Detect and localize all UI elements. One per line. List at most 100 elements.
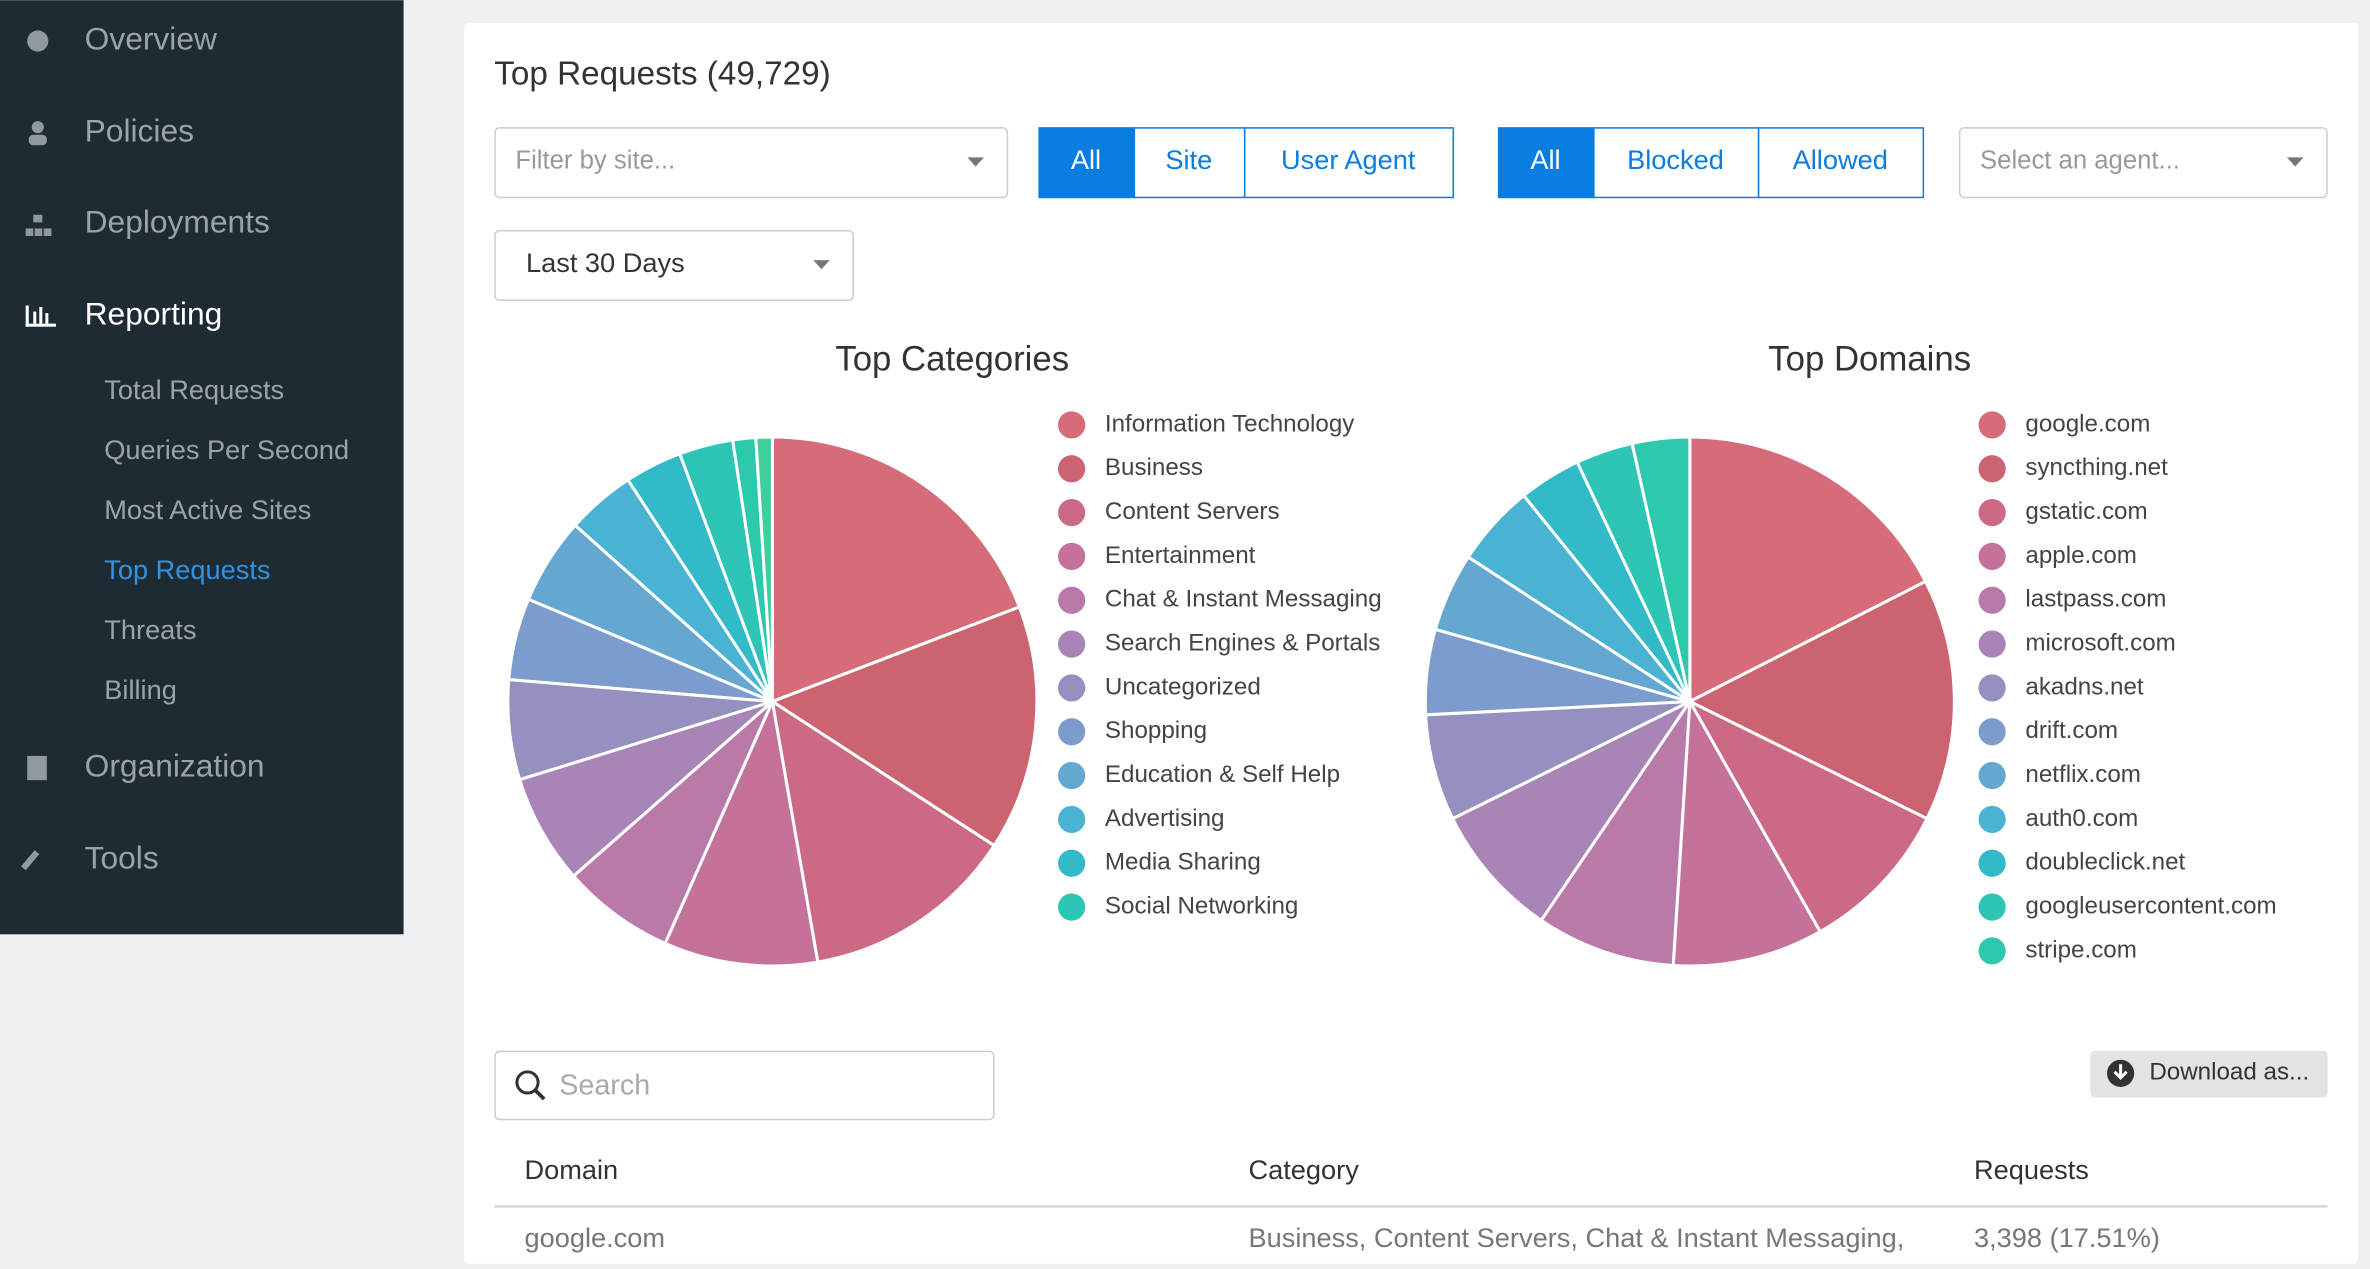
pie-slice xyxy=(1686,697,1930,934)
toggle-label: Site xyxy=(1165,144,1212,175)
pie-slice xyxy=(1539,696,1692,968)
toggle-button[interactable] xyxy=(1133,127,1246,199)
nav-item[interactable]: Overview xyxy=(85,20,217,56)
nav-item[interactable]: Deployments xyxy=(85,203,270,239)
legend-swatch xyxy=(1058,805,1086,834)
legend-swatch xyxy=(1978,498,2006,527)
nav-subitem[interactable]: Queries Per Second xyxy=(104,434,349,465)
range-value: Last 30 Days xyxy=(526,247,685,278)
nav-item[interactable]: Tools xyxy=(85,840,159,876)
legend-swatch xyxy=(1058,498,1086,527)
caret xyxy=(2286,157,2304,167)
legend-swatch xyxy=(1978,937,2006,965)
toggle-button[interactable] xyxy=(1593,127,1760,199)
column-header: Category xyxy=(1248,1154,1359,1185)
caret xyxy=(813,260,830,270)
placeholder: Search xyxy=(559,1070,650,1102)
toggle-label: Blocked xyxy=(1627,144,1724,175)
legend-label: Search Engines & Portals xyxy=(1105,629,1380,656)
legend-swatch xyxy=(1978,718,2006,746)
toggle-label: All xyxy=(1071,144,1101,175)
pie-slice xyxy=(769,605,1039,848)
reporting-icon xyxy=(25,305,56,327)
legend-label: Content Servers xyxy=(1105,498,1280,525)
legend-swatch xyxy=(1978,411,2006,439)
agent-select[interactable] xyxy=(1958,127,2328,199)
legend-swatch xyxy=(1058,411,1086,439)
legend-label: Media Sharing xyxy=(1105,849,1261,876)
legend-label: stripe.com xyxy=(2025,936,2136,963)
legend-swatch xyxy=(1058,849,1086,877)
legend-label: Information Technology xyxy=(1105,410,1355,437)
toggle-label: User Agent xyxy=(1281,144,1416,175)
range-select[interactable] xyxy=(494,229,854,301)
download-button[interactable] xyxy=(2090,1050,2328,1098)
legend-swatch xyxy=(1058,542,1086,571)
legend-swatch xyxy=(1058,630,1086,658)
legend-label: Shopping xyxy=(1105,717,1207,744)
legend-label: apple.com xyxy=(2025,542,2137,569)
pie-slice xyxy=(1686,579,1956,821)
pie-slice xyxy=(517,700,774,879)
nav-subitem[interactable]: Top Requests xyxy=(104,554,270,585)
search-box[interactable] xyxy=(494,1050,995,1121)
placeholder: Filter by site... xyxy=(515,147,675,175)
chart-title: Top Categories xyxy=(835,341,1069,379)
pie-slice xyxy=(770,698,997,964)
legend-swatch xyxy=(1978,849,2006,877)
legend-label: Entertainment xyxy=(1105,542,1256,569)
toggle-label: All xyxy=(1530,144,1560,175)
table-cell: 3,398 (17.51%) xyxy=(1974,1222,2160,1253)
card xyxy=(464,22,2358,1264)
nav-item[interactable]: Organization xyxy=(85,747,265,783)
legend-label: netflix.com xyxy=(2025,761,2141,788)
legend-swatch xyxy=(1978,761,2006,790)
column-header: Domain xyxy=(524,1154,618,1185)
site-filter[interactable] xyxy=(494,127,1009,199)
legend-swatch xyxy=(1978,542,2006,571)
caret xyxy=(967,157,984,167)
legend-label: syncthing.net xyxy=(2025,454,2168,481)
legend-label: Education & Self Help xyxy=(1105,761,1340,788)
legend-label: gstatic.com xyxy=(2025,498,2147,525)
toggle-button[interactable] xyxy=(1497,127,1595,199)
toggle-button[interactable] xyxy=(1038,127,1136,199)
search-icon xyxy=(515,1070,540,1095)
legend-label: lastpass.com xyxy=(2025,586,2166,613)
nav-item[interactable]: Policies xyxy=(85,113,194,149)
legend-swatch xyxy=(1978,455,2006,483)
download-icon xyxy=(2113,1064,2128,1081)
pie-slice xyxy=(571,700,774,946)
pie-slice xyxy=(1688,435,1928,704)
table-cell: google.com xyxy=(524,1222,665,1253)
legend-label: Advertising xyxy=(1105,805,1225,832)
pie-slice xyxy=(754,435,774,702)
legend-swatch xyxy=(1058,674,1086,702)
toggle-button[interactable] xyxy=(1757,127,1925,199)
legend-label: akadns.net xyxy=(2025,673,2144,700)
legend-label: googleusercontent.com xyxy=(2025,892,2276,919)
nav-subitem[interactable]: Billing xyxy=(104,674,177,705)
nav-subitem[interactable]: Threats xyxy=(104,614,196,645)
nav-subitem[interactable]: Most Active Sites xyxy=(104,494,311,525)
legend-swatch xyxy=(1978,630,2006,658)
toggle-label: Allowed xyxy=(1793,144,1888,175)
legend-label: auth0.com xyxy=(2025,805,2138,832)
pie-slice xyxy=(1630,435,1692,702)
legend-swatch xyxy=(1058,586,1086,614)
legend-label: Business xyxy=(1105,454,1203,481)
legend-swatch xyxy=(1058,761,1086,790)
legend-swatch xyxy=(1058,718,1086,746)
pie-slice xyxy=(663,696,820,968)
legend-swatch xyxy=(1978,805,2006,834)
nav-item[interactable]: Reporting xyxy=(85,295,223,331)
nav-subitem[interactable]: Total Requests xyxy=(104,374,284,405)
pie-slice xyxy=(770,435,1022,704)
legend-label: Social Networking xyxy=(1105,892,1298,919)
toggle-button[interactable] xyxy=(1243,127,1455,199)
download-label: Download as... xyxy=(2149,1059,2309,1086)
sidebar xyxy=(0,0,404,935)
